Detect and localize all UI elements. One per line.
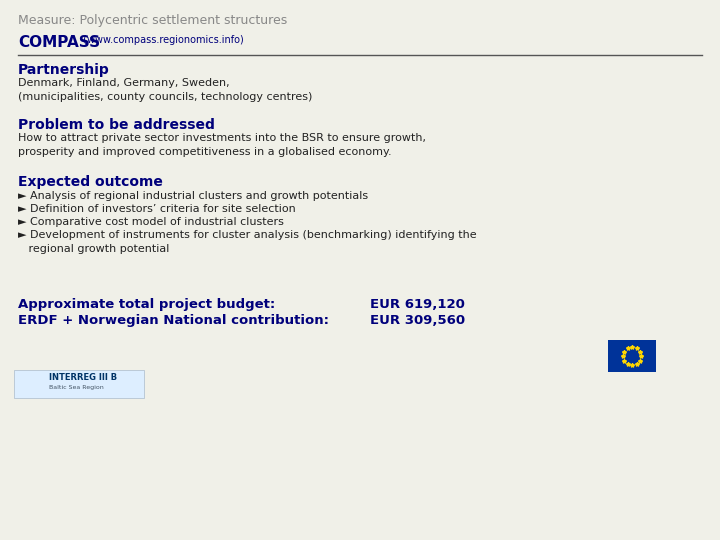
Bar [608, 340, 656, 372]
Text: ► Development of instruments for cluster analysis (benchmarking) identifying the: ► Development of instruments for cluster… [18, 230, 477, 254]
Text: Denmark, Finland, Germany, Sweden,
(municipalities, county councils, technology : Denmark, Finland, Germany, Sweden, (muni… [18, 78, 312, 103]
Text: How to attract private sector investments into the BSR to ensure growth,
prosper: How to attract private sector investment… [18, 133, 426, 157]
Text: Partnership: Partnership [18, 63, 109, 77]
Text: Expected outcome: Expected outcome [18, 175, 163, 189]
Text: COMPASS: COMPASS [18, 35, 100, 50]
Text: ► Comparative cost model of industrial clusters: ► Comparative cost model of industrial c… [18, 217, 284, 227]
Text: EUR 309,560: EUR 309,560 [370, 314, 465, 327]
Bar [14, 370, 144, 398]
Text: ► Definition of investors’ criteria for site selection: ► Definition of investors’ criteria for … [18, 204, 296, 214]
Text: INTERREG III B: INTERREG III B [49, 374, 117, 382]
Text: EUR 619,120: EUR 619,120 [370, 298, 465, 311]
Text: Problem to be addressed: Problem to be addressed [18, 118, 215, 132]
Text: (www.compass.regionomics.info): (www.compass.regionomics.info) [80, 35, 244, 45]
Text: Measure: Polycentric settlement structures: Measure: Polycentric settlement structur… [18, 14, 287, 27]
Text: ► Analysis of regional industrial clusters and growth potentials: ► Analysis of regional industrial cluste… [18, 191, 368, 201]
Text: Baltic Sea Region: Baltic Sea Region [49, 386, 104, 390]
Text: Approximate total project budget:: Approximate total project budget: [18, 298, 275, 311]
Text: ERDF + Norwegian National contribution:: ERDF + Norwegian National contribution: [18, 314, 329, 327]
